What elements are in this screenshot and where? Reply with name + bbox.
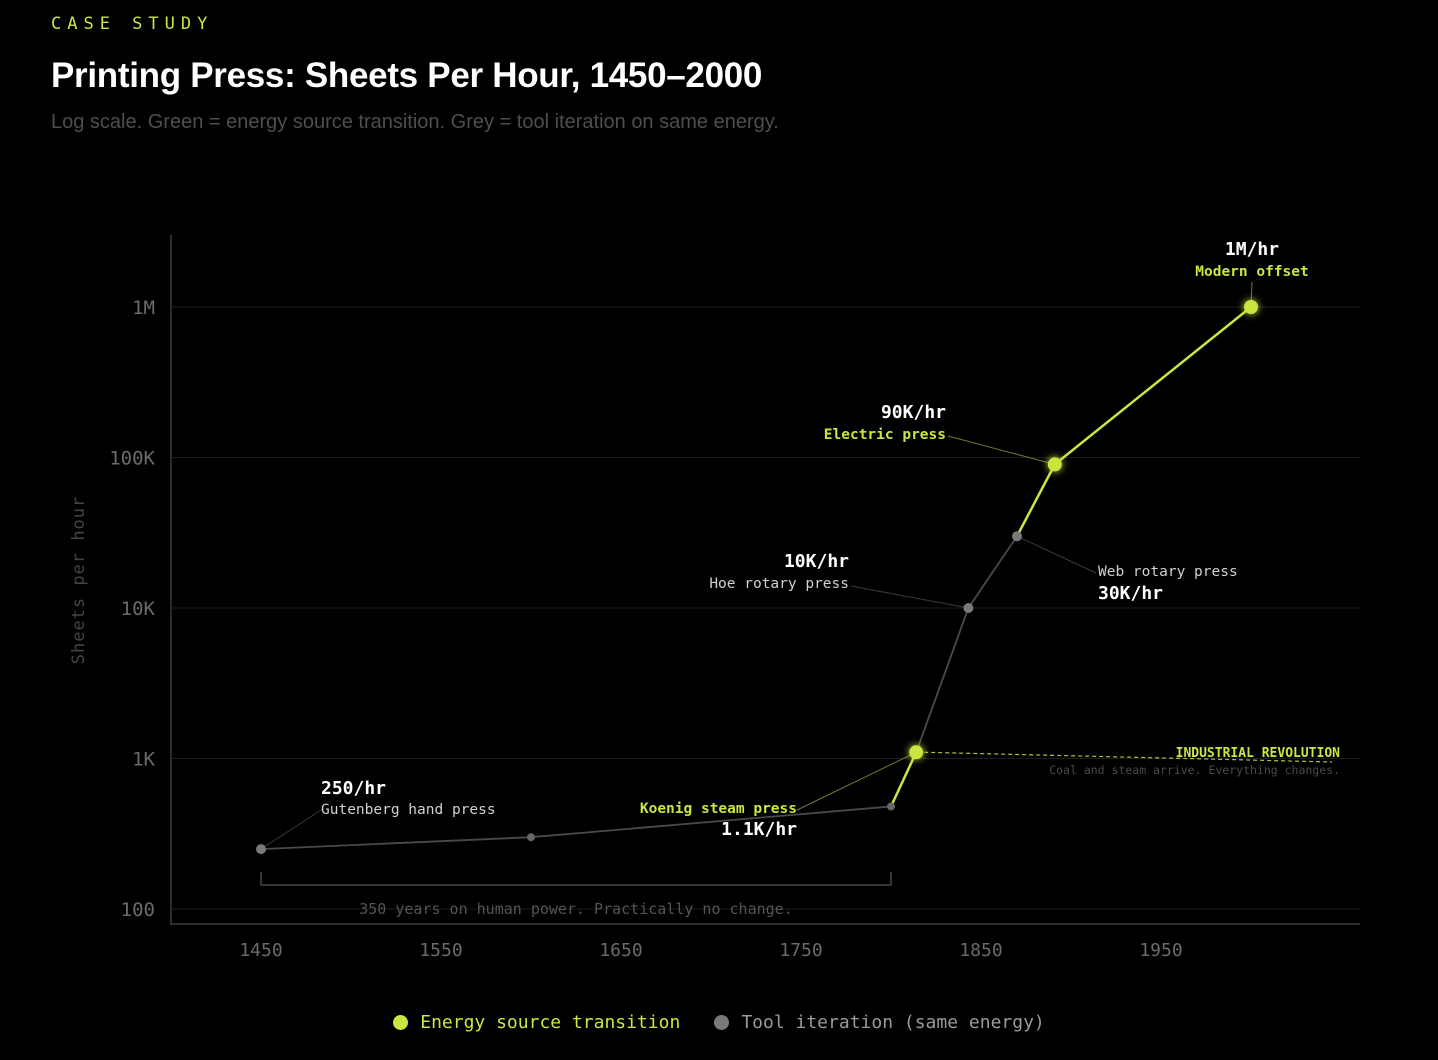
leader-line <box>260 809 322 850</box>
series-segment <box>889 751 918 808</box>
legend-energy-label: Energy source transition <box>420 1012 681 1033</box>
y-tick-label: 1K <box>132 749 155 771</box>
tool-point-marker <box>887 802 895 811</box>
page-title: Printing Press: Sheets Per Hour, 1450–20… <box>51 56 763 95</box>
tool-point-marker <box>527 833 535 842</box>
data-point-name: Koenig steam press <box>640 801 797 817</box>
data-point-name: Electric press <box>824 427 946 443</box>
data-point-name: Gutenberg hand press <box>321 802 496 818</box>
leader-line <box>947 435 1055 465</box>
tool-point-marker <box>963 603 974 613</box>
data-point-name: Hoe rotary press <box>709 576 849 592</box>
series-segment <box>260 836 532 851</box>
legend-energy-swatch <box>393 1015 409 1030</box>
data-value-label: 250/hr <box>321 778 386 799</box>
data-value-label: 90K/hr <box>881 402 946 423</box>
leader-line <box>1016 535 1097 574</box>
leader-line <box>796 751 917 811</box>
industrial-revolution-title: INDUSTRIAL REVOLUTION <box>1176 746 1341 761</box>
data-point-name: Modern offset <box>1195 264 1309 280</box>
series-segment <box>967 535 1018 609</box>
leader-line <box>850 585 969 609</box>
series-segment <box>1054 306 1252 466</box>
data-value-label: 1.1K/hr <box>721 819 797 840</box>
y-axis-label: Sheets per hour <box>69 496 89 665</box>
chart-svg: 100 1K 10K 100K 1M 1450 1550 1650 1750 1850 1950 Sh… <box>69 235 1360 961</box>
legend-tool-swatch <box>714 1015 730 1030</box>
y-tick-label: 100 <box>121 899 155 921</box>
series-segment <box>1015 463 1056 537</box>
industrial-revolution-line <box>924 751 1333 763</box>
x-tick-label: 1650 <box>599 940 642 961</box>
series-segment <box>530 805 892 839</box>
data-point-name: Web rotary press <box>1098 564 1238 580</box>
x-tick-label: 1750 <box>779 940 822 961</box>
tool-point-marker <box>256 844 266 855</box>
data-value-label: 30K/hr <box>1098 583 1163 604</box>
y-tick-label: 1M <box>132 297 155 319</box>
span-label: 350 years on human power. Practically no… <box>359 900 792 918</box>
legend-item-tool: Tool iteration (same energy) <box>714 1012 1045 1033</box>
series-segment <box>915 607 970 753</box>
x-tick-label: 1850 <box>959 940 1002 961</box>
legend-tool-label: Tool iteration (same energy) <box>741 1012 1045 1033</box>
energy-point-marker <box>909 745 924 760</box>
energy-point-marker <box>1244 300 1258 314</box>
data-value-label: 1M/hr <box>1225 239 1279 260</box>
x-tick-label: 1950 <box>1139 940 1182 961</box>
y-tick-label: 100K <box>109 448 155 470</box>
span-bracket <box>260 872 892 886</box>
tool-point-marker <box>1012 531 1022 542</box>
chart-legend: Energy source transition Tool iteration … <box>0 1012 1438 1033</box>
eyebrow-label: CASE STUDY <box>51 14 214 34</box>
legend-item-energy: Energy source transition <box>393 1012 680 1033</box>
data-value-label: 10K/hr <box>784 551 849 572</box>
chart-subtitle: Log scale. Green = energy source transit… <box>51 111 779 133</box>
industrial-revolution-sub: Coal and steam arrive. Everything change… <box>1049 763 1340 777</box>
energy-point-marker <box>1047 457 1062 472</box>
y-tick-label: 10K <box>121 598 156 620</box>
x-tick-label: 1450 <box>239 940 282 961</box>
x-tick-label: 1550 <box>419 940 462 961</box>
